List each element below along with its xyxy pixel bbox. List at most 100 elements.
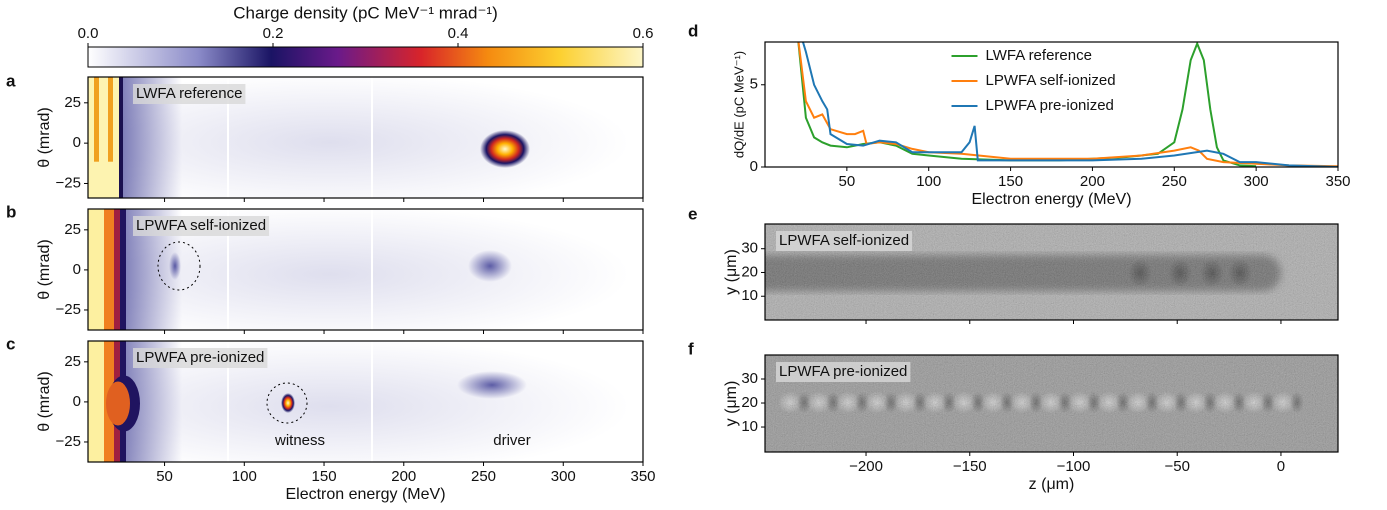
panel-label: LPWFA pre-ionized bbox=[136, 349, 264, 366]
x-tick-label: 300 bbox=[1244, 173, 1269, 190]
haze bbox=[88, 77, 630, 198]
band-bulge-core bbox=[106, 381, 130, 426]
y-tick-label: 30 bbox=[741, 370, 758, 387]
colorbar-tick-label: 0.4 bbox=[448, 25, 469, 42]
x-axis-label: Electron energy (MeV) bbox=[971, 191, 1131, 208]
x-tick-label: 150 bbox=[998, 173, 1023, 190]
colorbar-tick-label: 0.2 bbox=[263, 25, 284, 42]
panel-letter: c bbox=[6, 334, 15, 353]
axes-frame bbox=[87, 340, 644, 463]
label-background bbox=[133, 216, 270, 236]
x-tick-label: 350 bbox=[1325, 173, 1350, 190]
y-axis-label: y (μm) bbox=[723, 249, 740, 295]
x-tick-label: −150 bbox=[953, 458, 987, 475]
y-tick-label: 5 bbox=[750, 76, 758, 93]
colorbar-tick-label: 0.6 bbox=[633, 25, 654, 42]
y-tick-label: 25 bbox=[64, 221, 81, 238]
x-tick-label: 50 bbox=[839, 173, 856, 190]
panel-letter: d bbox=[688, 21, 698, 40]
x-tick-label: 200 bbox=[391, 468, 416, 485]
y-axis-label: θ (mrad) bbox=[36, 239, 53, 299]
y-axis-label: dQ/dE (pC MeV⁻¹) bbox=[731, 51, 746, 158]
x-tick-label: 300 bbox=[551, 468, 576, 485]
saturated-band bbox=[88, 77, 122, 198]
plot-area bbox=[88, 341, 643, 462]
y-tick-label: 20 bbox=[741, 263, 758, 280]
label-background bbox=[776, 231, 913, 251]
colorbar-tick-label: 0.0 bbox=[78, 25, 99, 42]
panel-letter: e bbox=[688, 204, 697, 223]
saturated-band bbox=[88, 209, 104, 330]
label-background bbox=[133, 348, 268, 368]
label-background bbox=[776, 362, 911, 382]
panel-letter: a bbox=[6, 71, 16, 90]
witness-blob bbox=[281, 393, 295, 413]
x-tick-label: 350 bbox=[630, 468, 655, 485]
band-edge bbox=[120, 209, 126, 330]
y-tick-label: 0 bbox=[73, 261, 81, 278]
haze bbox=[88, 209, 630, 330]
y-tick-label: 0 bbox=[73, 134, 81, 151]
x-tick-label: 0 bbox=[1277, 458, 1285, 475]
plot-area bbox=[88, 77, 643, 198]
band-orange bbox=[104, 209, 114, 330]
y-tick-label: 20 bbox=[741, 394, 758, 411]
x-tick-label: 150 bbox=[312, 468, 337, 485]
x-tick-label: −100 bbox=[1057, 458, 1091, 475]
plot-area bbox=[797, 42, 1338, 167]
band-edge bbox=[119, 77, 123, 198]
series-line bbox=[801, 42, 1338, 167]
witness-circle bbox=[266, 382, 308, 424]
x-tick-label: 100 bbox=[916, 173, 941, 190]
y-tick-label: 30 bbox=[741, 240, 758, 257]
y-tick-label: 25 bbox=[64, 353, 81, 370]
band-stripe bbox=[94, 77, 99, 162]
driver-blob bbox=[480, 130, 530, 168]
x-tick-label: −50 bbox=[1164, 458, 1189, 475]
x-tick-label: 250 bbox=[1162, 173, 1187, 190]
y-axis-label: y (μm) bbox=[723, 381, 740, 427]
x-tick-label: 250 bbox=[471, 468, 496, 485]
label-background bbox=[133, 84, 246, 104]
x-tick-label: 100 bbox=[232, 468, 257, 485]
axes-frame bbox=[87, 76, 644, 199]
colorbar bbox=[87, 46, 644, 68]
annotation: witness bbox=[274, 432, 325, 449]
band-stripe bbox=[108, 77, 113, 162]
panel-label: LPWFA pre-ionized bbox=[779, 363, 907, 380]
axes-frame bbox=[764, 41, 1339, 168]
x-tick-label: 50 bbox=[156, 468, 173, 485]
axes-frame bbox=[87, 208, 644, 331]
panel-label: LPWFA self-ionized bbox=[136, 217, 266, 234]
y-tick-label: 25 bbox=[64, 94, 81, 111]
y-tick-label: 0 bbox=[750, 158, 758, 175]
panel-letter: b bbox=[6, 202, 16, 221]
y-tick-label: −25 bbox=[56, 301, 81, 318]
driver-haze bbox=[457, 371, 527, 399]
colorbar-title: Charge density (pC MeV⁻¹ mrad⁻¹) bbox=[233, 3, 498, 22]
axes-frame bbox=[764, 354, 1339, 453]
axes-frame bbox=[764, 223, 1339, 321]
witness-blob bbox=[169, 252, 181, 280]
driver-blob bbox=[468, 250, 512, 282]
panel-label: LWFA reference bbox=[136, 85, 242, 102]
annotation: driver bbox=[493, 432, 531, 449]
y-tick-label: 10 bbox=[741, 418, 758, 435]
legend-label: LWFA reference bbox=[986, 47, 1092, 64]
y-tick-label: −25 bbox=[56, 433, 81, 450]
plot-area bbox=[88, 209, 643, 330]
witness-circle bbox=[157, 241, 201, 291]
x-axis-label: Electron energy (MeV) bbox=[285, 486, 445, 503]
y-axis-label: θ (mrad) bbox=[36, 371, 53, 431]
saturated-band bbox=[88, 341, 104, 462]
panel-letter: f bbox=[688, 339, 694, 358]
y-axis-label: θ (mrad) bbox=[36, 107, 53, 167]
panel-label: LPWFA self-ionized bbox=[779, 232, 909, 249]
band-red bbox=[114, 209, 120, 330]
x-axis-label: z (μm) bbox=[1029, 476, 1075, 493]
x-tick-label: −200 bbox=[849, 458, 883, 475]
legend-label: LPWFA pre-ionized bbox=[986, 97, 1114, 114]
x-tick-label: 200 bbox=[1080, 173, 1105, 190]
